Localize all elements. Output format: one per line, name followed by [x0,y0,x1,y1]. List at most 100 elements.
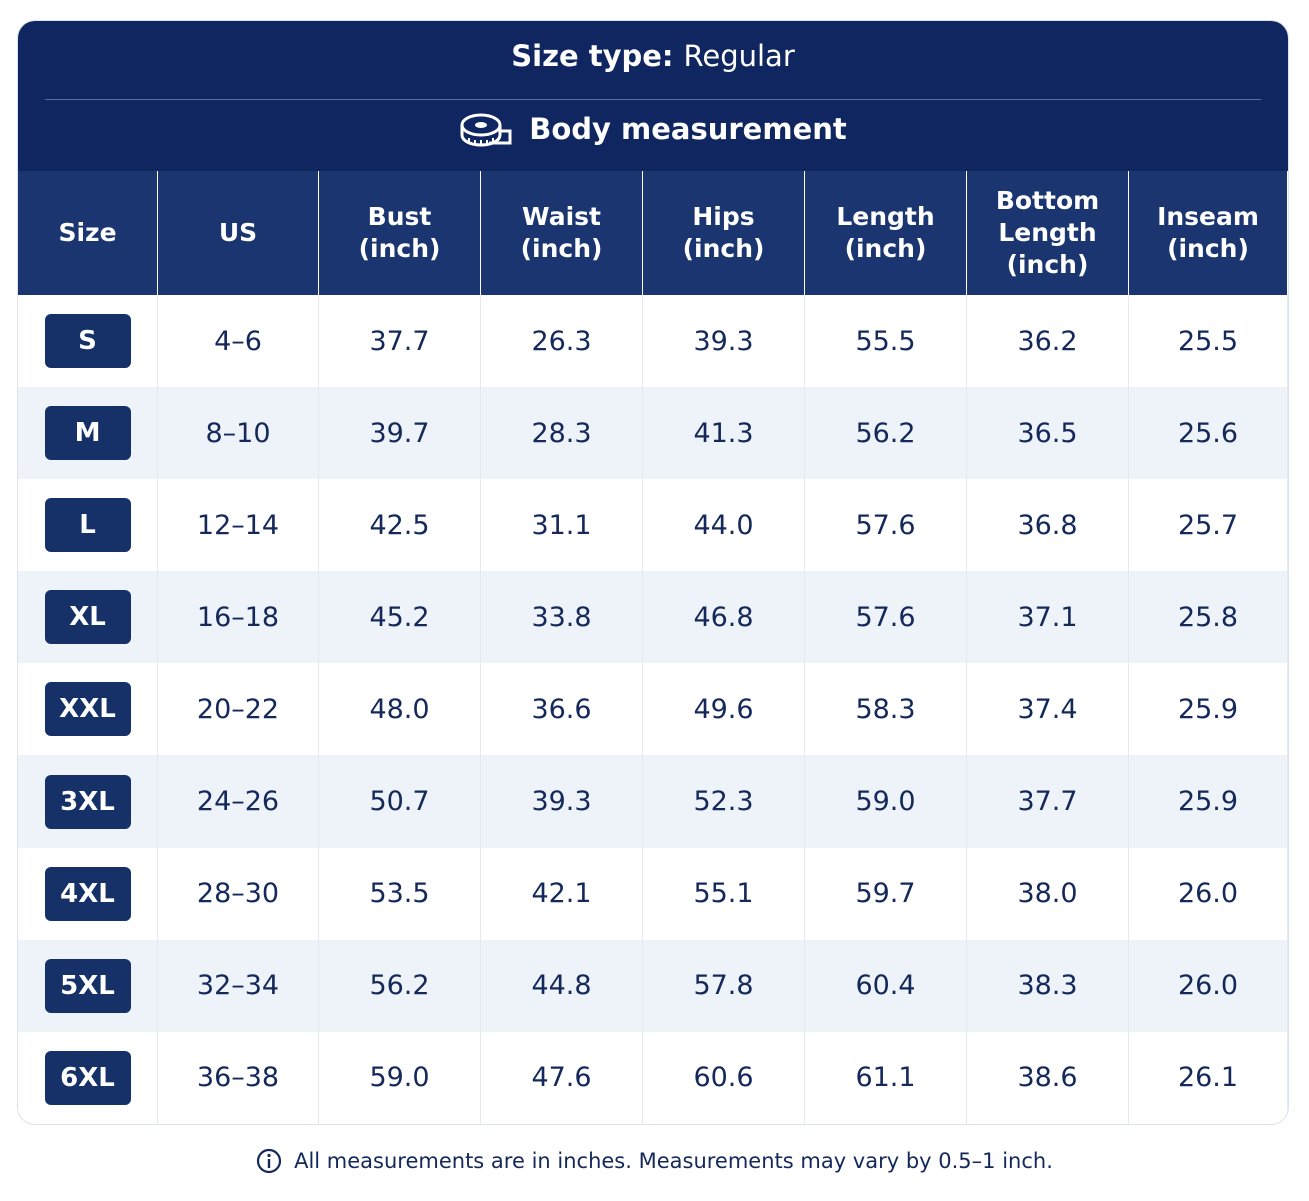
table-cell: 57.6 [805,479,967,572]
size-cell: M [18,387,158,480]
size-badge: XXL [44,682,131,737]
table-cell: 59.7 [805,847,967,940]
size-cell: 5XL [18,939,158,1032]
table-cell: 24–26 [158,755,319,848]
table-cell: 57.6 [805,571,967,664]
size-chart: Size type: Regular Body measurement Size U… [17,20,1289,1125]
tape-icon [460,113,512,147]
table-cell: 36.6 [481,663,643,756]
table-cell: 37.1 [967,571,1129,664]
size-badge: XL [44,590,131,645]
size-type-label: Size type: [511,39,674,73]
table-cell: 26.0 [1129,939,1288,1032]
table-cell: 28.3 [481,387,643,480]
size-badge: 4XL [44,866,131,921]
table-cell: 60.4 [805,939,967,1032]
table-cell: 25.5 [1129,295,1288,388]
table-cell: 42.5 [319,479,481,572]
table-cell: 39.3 [481,755,643,848]
size-cell: L [18,479,158,572]
table-cell: 36.2 [967,295,1129,388]
size-cell: 6XL [18,1031,158,1124]
table-cell: 41.3 [643,387,805,480]
section: Body measurement [18,111,1288,147]
table-cell: 42.1 [481,847,643,940]
table-cell: 26.1 [1129,1031,1288,1124]
table-cell: 37.7 [967,755,1129,848]
table-cell: 16–18 [158,571,319,664]
table-cell: 36.8 [967,479,1129,572]
column-header: Length (inch) [805,171,967,295]
column-header: US [158,171,319,295]
footnote: All measurements are in inches. Measurem… [0,1148,1309,1174]
table-cell: 25.7 [1129,479,1288,572]
table-cell: 38.3 [967,939,1129,1032]
table-cell: 20–22 [158,663,319,756]
table-cell: 31.1 [481,479,643,572]
table-cell: 25.6 [1129,387,1288,480]
table-cell: 25.9 [1129,755,1288,848]
column-header: Bust (inch) [319,171,481,295]
table-cell: 25.8 [1129,571,1288,664]
table-cell: 26.0 [1129,847,1288,940]
size-badge: 5XL [44,958,131,1013]
table-cell: 37.4 [967,663,1129,756]
table: Size US Bust (inch) Waist (inch) Hips (inch)… [18,171,1288,1124]
table-cell: 39.7 [319,387,481,480]
table-cell: 60.6 [643,1031,805,1124]
table-cell: 37.7 [319,295,481,388]
size-cell: 4XL [18,847,158,940]
table-cell: 55.1 [643,847,805,940]
size-cell: 3XL [18,755,158,848]
table-cell: 61.1 [805,1031,967,1124]
table-cell: 53.5 [319,847,481,940]
divider [45,99,1261,100]
table-cell: 55.5 [805,295,967,388]
column-header: Waist (inch) [481,171,643,295]
table-cell: 25.9 [1129,663,1288,756]
table-cell: 38.0 [967,847,1129,940]
size-badge: L [44,498,131,553]
table-cell: 38.6 [967,1031,1129,1124]
column-header: Inseam (inch) [1129,171,1288,295]
table-cell: 59.0 [319,1031,481,1124]
table-cell: 32–34 [158,939,319,1032]
column-header: Bottom Length (inch) [967,171,1129,295]
footnote-text: All measurements are in inches. Measurem… [294,1149,1053,1173]
table-cell: 26.3 [481,295,643,388]
table-cell: 45.2 [319,571,481,664]
table-cell: 36.5 [967,387,1129,480]
size-cell: XXL [18,663,158,756]
table-cell: 56.2 [319,939,481,1032]
size-type-value: Regular [683,39,795,73]
table-cell: 59.0 [805,755,967,848]
size-badge: 6XL [44,1050,131,1105]
table-cell: 39.3 [643,295,805,388]
header: Size type: Regular Body measurement [18,21,1288,171]
table-cell: 48.0 [319,663,481,756]
size-badge: 3XL [44,774,131,829]
table-cell: 56.2 [805,387,967,480]
column-header: Hips (inch) [643,171,805,295]
size-type: Size type: Regular [18,39,1288,73]
table-cell: 8–10 [158,387,319,480]
size-cell: S [18,295,158,388]
table-cell: 52.3 [643,755,805,848]
table-cell: 4–6 [158,295,319,388]
table-cell: 46.8 [643,571,805,664]
table-cell: 12–14 [158,479,319,572]
table-cell: 36–38 [158,1031,319,1124]
table-cell: 57.8 [643,939,805,1032]
table-cell: 44.8 [481,939,643,1032]
table-cell: 49.6 [643,663,805,756]
table-cell: 50.7 [319,755,481,848]
table-cell: 58.3 [805,663,967,756]
info-icon [256,1148,282,1174]
table-cell: 28–30 [158,847,319,940]
table-cell: 33.8 [481,571,643,664]
size-badge: M [44,406,131,461]
section-title: Body measurement [529,112,847,146]
size-cell: XL [18,571,158,664]
table-cell: 44.0 [643,479,805,572]
